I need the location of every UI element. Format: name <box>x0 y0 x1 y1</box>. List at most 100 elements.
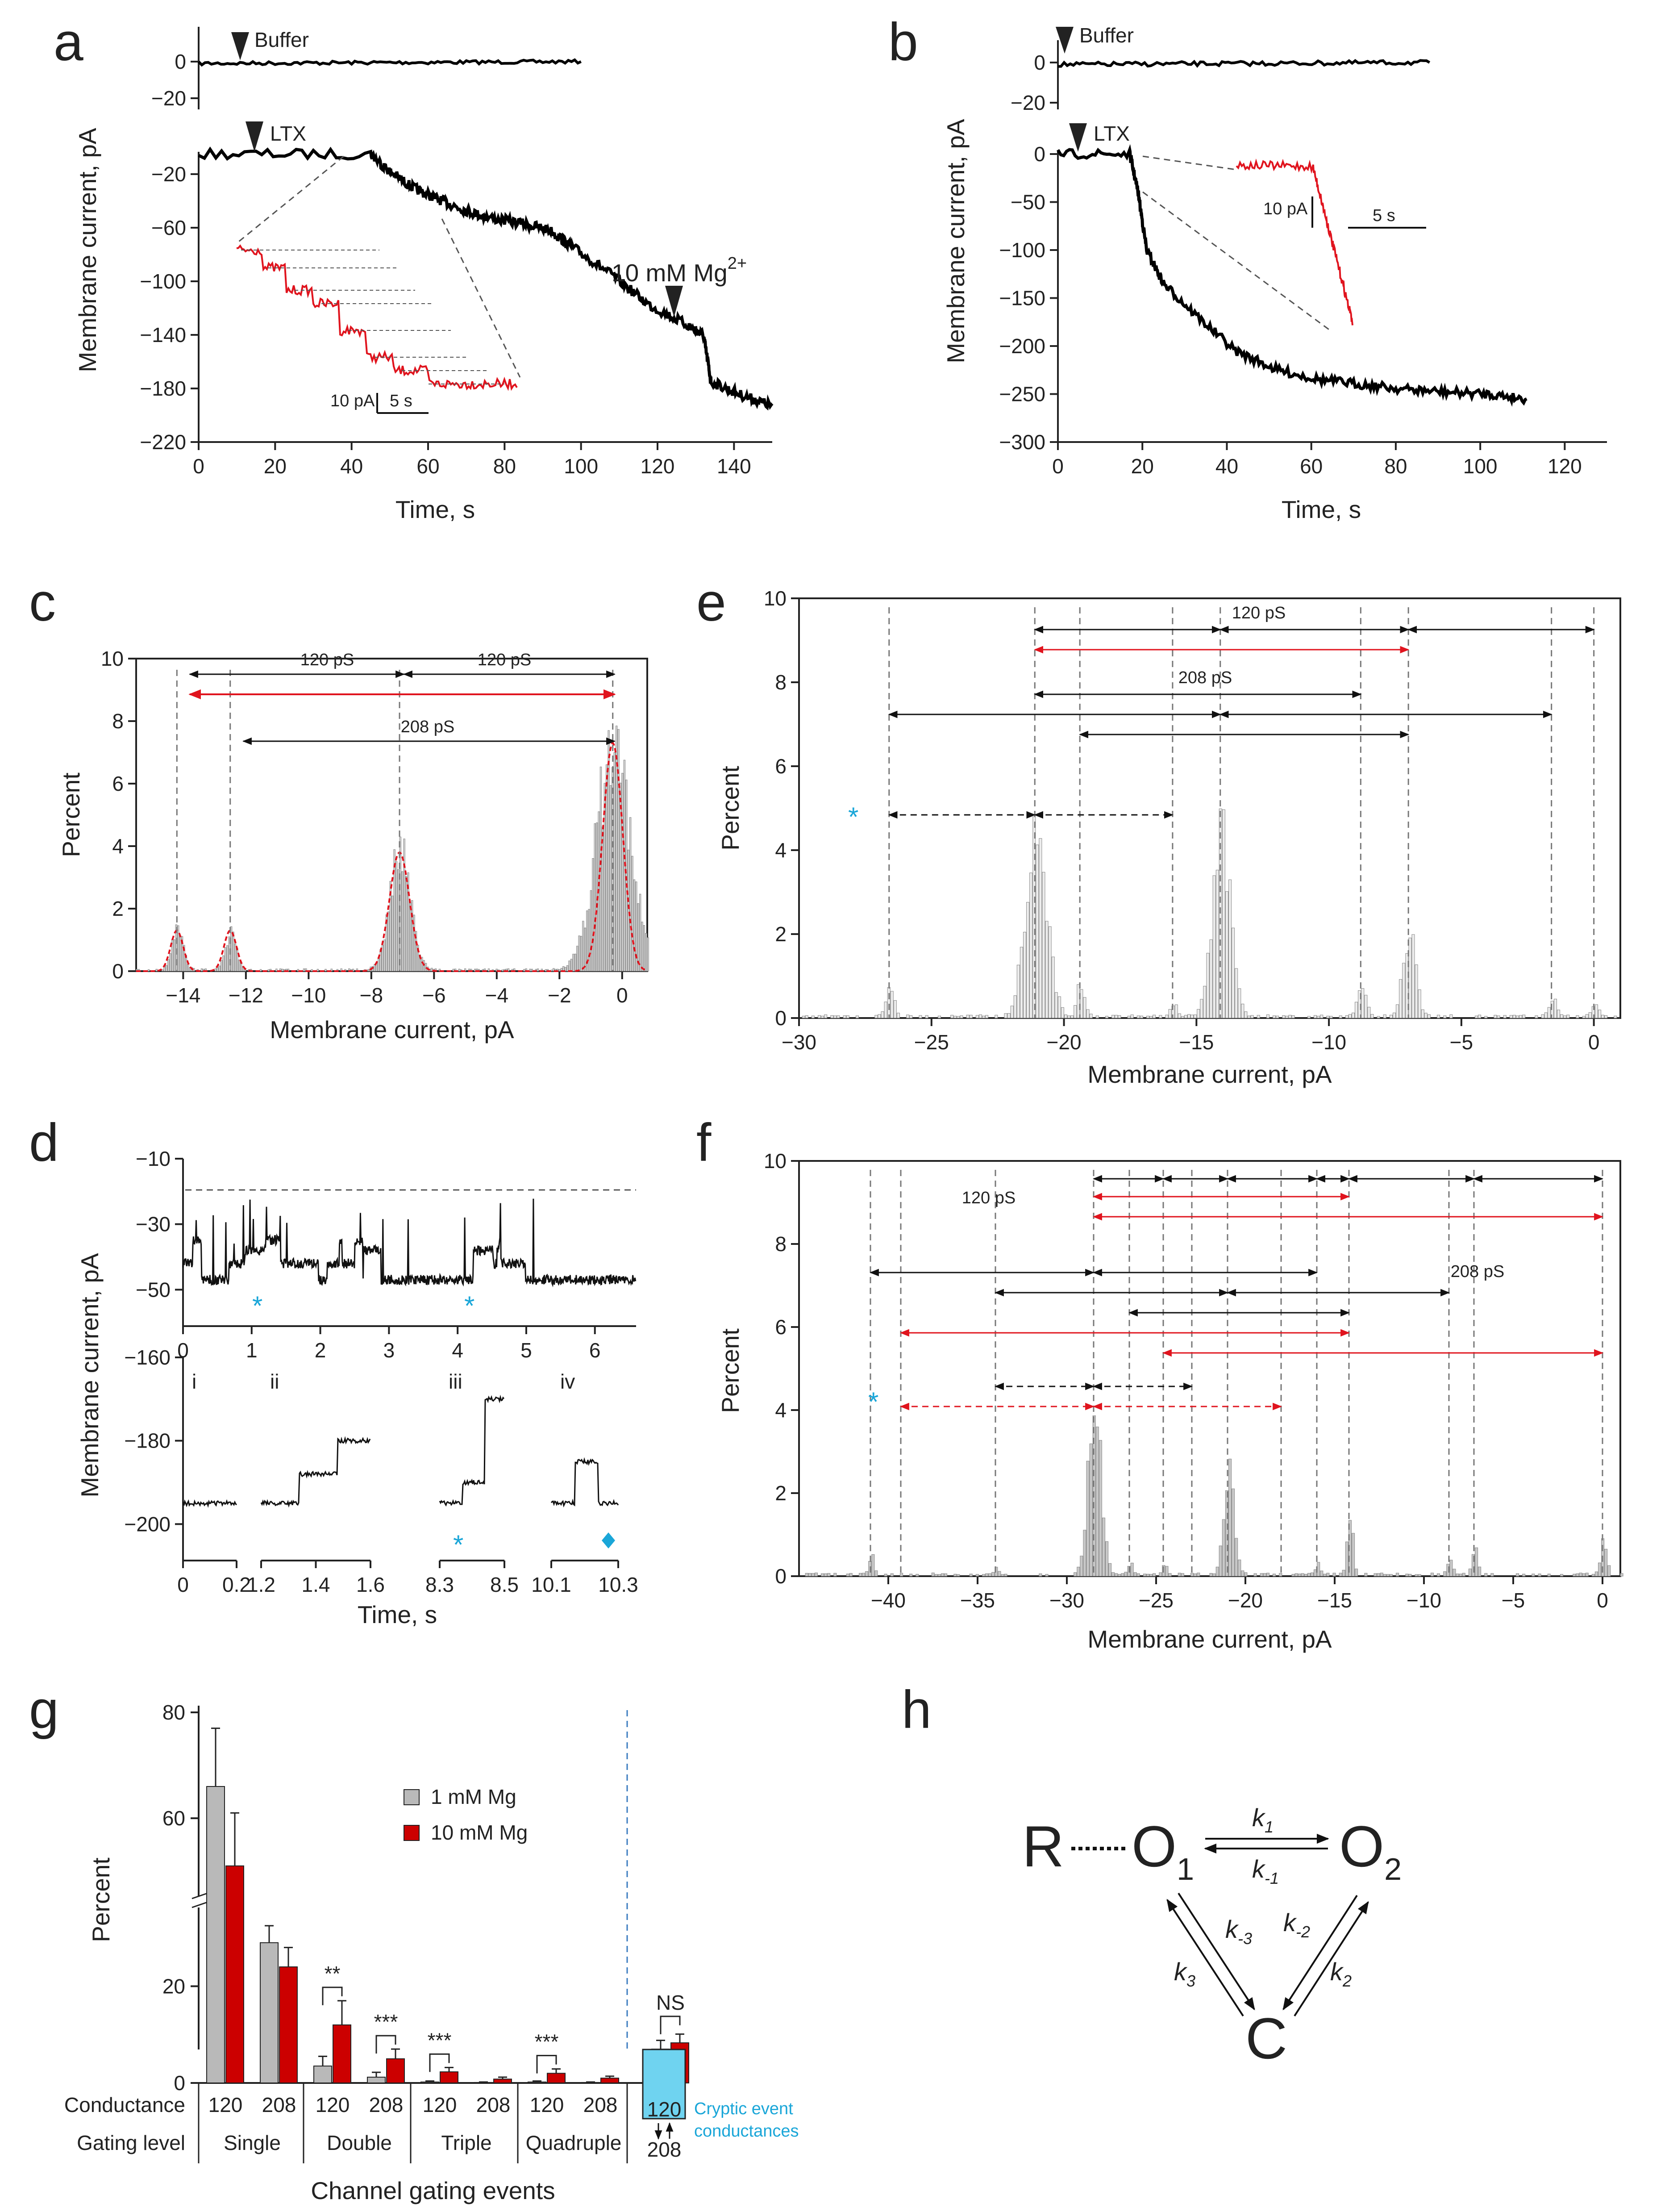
g-gating-label: Double <box>327 2131 392 2154</box>
f-bar <box>862 1573 866 1577</box>
e-bar <box>1054 992 1058 1018</box>
a-main-ytick-label: −20 <box>151 163 186 186</box>
b-xtick-label: 0 <box>1052 455 1064 478</box>
f-ytick-label: 10 <box>764 1149 787 1173</box>
e-bar <box>906 1014 910 1018</box>
f-ytick-label: 4 <box>775 1398 787 1422</box>
g-bar <box>547 2073 566 2084</box>
a-xtick-label: 80 <box>493 455 516 478</box>
f-bar <box>1074 1572 1077 1577</box>
e-bar <box>1247 1015 1251 1018</box>
e-bar <box>1484 1016 1488 1018</box>
f-bar <box>909 1573 913 1577</box>
e-bar <box>1111 1015 1115 1018</box>
c-bar <box>222 955 225 972</box>
e-bar <box>1535 1015 1538 1018</box>
d-xtick-label: 2 <box>315 1339 326 1362</box>
inset-trace-a <box>236 244 518 391</box>
a-xtick-label: 0 <box>193 455 204 478</box>
e-bar <box>1266 1014 1269 1018</box>
e-bar <box>975 1015 979 1018</box>
f-bar <box>1314 1569 1317 1577</box>
row-label-conductance: Conductance <box>64 2093 185 2116</box>
g-conductance-label: 208 <box>369 2093 404 2116</box>
d-seg-ticklabel: 1.6 <box>356 1573 385 1596</box>
f-bar <box>1225 1490 1228 1577</box>
e-bar <box>824 1014 828 1018</box>
c-bar <box>259 969 262 972</box>
f-bar <box>859 1573 862 1577</box>
c-bar <box>616 726 618 972</box>
e-bar <box>1212 875 1216 1018</box>
e-bar <box>966 1014 970 1018</box>
e-bar <box>1070 1015 1074 1018</box>
c-bar <box>647 937 649 972</box>
f-bar <box>1471 1554 1475 1577</box>
e-bar <box>1415 964 1418 1018</box>
e-bar <box>1519 1015 1523 1018</box>
e-bar <box>1020 947 1023 1018</box>
c-bar <box>303 968 305 972</box>
e-bar <box>1348 1014 1352 1018</box>
e-bar <box>1080 989 1083 1018</box>
state-O1: O1 <box>1132 1814 1194 1886</box>
e-bar <box>1576 1015 1579 1018</box>
a-main-ytick-label: −140 <box>140 323 186 346</box>
c-bar <box>550 969 553 972</box>
e-bar <box>1146 1016 1150 1018</box>
e-bar <box>937 1015 941 1018</box>
e-bar <box>1194 1014 1197 1018</box>
f-bar <box>1307 1573 1311 1577</box>
f-bar <box>1294 1573 1298 1577</box>
c-bar <box>431 968 433 972</box>
b-xtick-label: 100 <box>1463 455 1498 478</box>
e-bar <box>1352 1013 1355 1018</box>
panel-label-g: g <box>29 1680 59 1740</box>
f-bar <box>1080 1556 1083 1577</box>
f-bar <box>1124 1572 1128 1577</box>
d-top-ytick-label: −30 <box>136 1213 171 1236</box>
f-bar <box>811 1573 815 1577</box>
f-bar <box>1301 1573 1304 1577</box>
e-bar <box>1383 1014 1386 1018</box>
f-bar <box>1538 1573 1541 1577</box>
f-bar <box>982 1574 986 1577</box>
ylabel-d: Membrane current, pA <box>76 1253 104 1497</box>
e-bar <box>1566 1014 1570 1018</box>
c-bar <box>594 823 596 972</box>
c-bar <box>401 871 404 972</box>
f-xtick-label: −25 <box>1139 1589 1174 1612</box>
buffer-marker-icon <box>231 32 249 60</box>
c-bar <box>382 944 384 972</box>
e-bar <box>1547 1007 1551 1018</box>
f-ann-1: 120 pS <box>962 1189 1016 1207</box>
e-bar <box>1512 1015 1516 1018</box>
mg-marker-icon <box>665 286 683 317</box>
f-bar <box>824 1573 828 1577</box>
e-bar <box>1023 932 1027 1018</box>
legend-swatch-1 <box>404 1789 420 1805</box>
c-ytick-label: 10 <box>101 647 124 670</box>
c-ytick-label: 2 <box>112 897 124 920</box>
e-bar <box>1320 1014 1324 1018</box>
xlabel-e: Membrane current, pA <box>1087 1060 1332 1088</box>
f-bar <box>1320 1570 1324 1577</box>
f-bar <box>1102 1517 1105 1577</box>
d-xtick-label: 1 <box>246 1339 258 1362</box>
g-sig-label: *** <box>535 2030 559 2053</box>
panel-f: 0 2 4 6 8 10 −40 −35 −30 −25 −20 −15 −10 −5 0 120 pS 2… <box>716 1149 1623 1653</box>
kinetic-scheme: R O1 O2 C k1 k-1 k-3 k3 k-2 k2 <box>1022 1803 1402 2071</box>
c-bar <box>523 969 525 972</box>
g-sig-label: *** <box>374 2010 398 2033</box>
f-bar <box>1573 1573 1576 1577</box>
g-ytick-label: 80 <box>162 1701 185 1724</box>
c-bar <box>621 773 624 972</box>
f-bar <box>1377 1573 1380 1577</box>
f-bar <box>944 1573 948 1577</box>
c-bar <box>395 861 398 972</box>
f-xtick-label: −35 <box>960 1589 995 1612</box>
c-xtick-label: −8 <box>360 984 383 1007</box>
rate-k2: k2 <box>1330 1957 1352 1990</box>
g-sig-bracket <box>322 1987 343 2005</box>
e-bar <box>881 1011 884 1018</box>
